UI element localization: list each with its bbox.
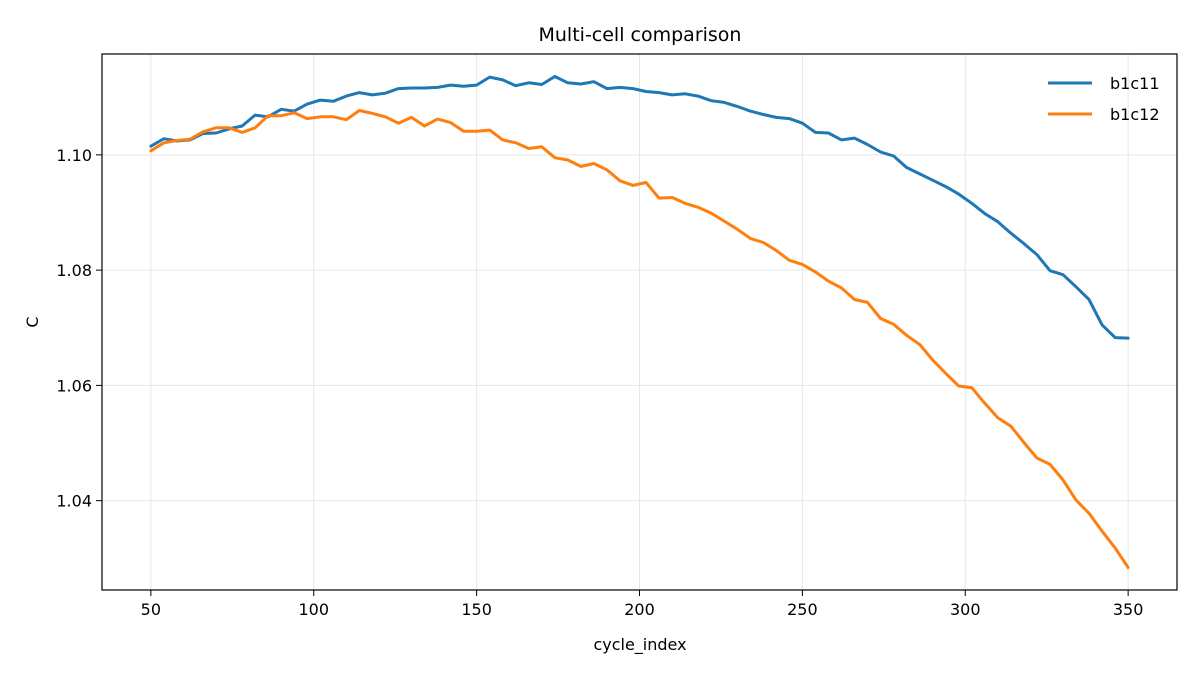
x-tick-label: 350 xyxy=(1113,600,1144,619)
x-tick-label: 300 xyxy=(950,600,981,619)
y-tick-label: 1.10 xyxy=(56,146,92,165)
legend-label-b1c11: b1c11 xyxy=(1110,74,1160,93)
series-line-b1c11 xyxy=(149,75,1130,340)
y-axis: 1.04 1.06 1.08 1.10 xyxy=(56,146,102,511)
x-tick-label: 250 xyxy=(787,600,818,619)
legend: b1c11 b1c12 xyxy=(1048,74,1160,124)
y-tick-label: 1.04 xyxy=(56,492,92,511)
x-tick-label: 150 xyxy=(461,600,492,619)
y-axis-label: C xyxy=(23,316,42,327)
series-line-b1c12 xyxy=(149,109,1130,569)
x-tick-label: 200 xyxy=(624,600,655,619)
series-layer xyxy=(149,75,1130,569)
grid-lines xyxy=(102,54,1177,590)
y-tick-label: 1.08 xyxy=(56,261,92,280)
x-tick-label: 100 xyxy=(298,600,329,619)
y-tick-label: 1.06 xyxy=(56,376,92,395)
chart-title: Multi-cell comparison xyxy=(539,24,742,46)
legend-label-b1c12: b1c12 xyxy=(1110,105,1160,124)
x-axis-label: cycle_index xyxy=(593,635,686,655)
x-axis: 50 100 150 200 250 300 350 xyxy=(141,590,1144,619)
x-tick-label: 50 xyxy=(141,600,161,619)
